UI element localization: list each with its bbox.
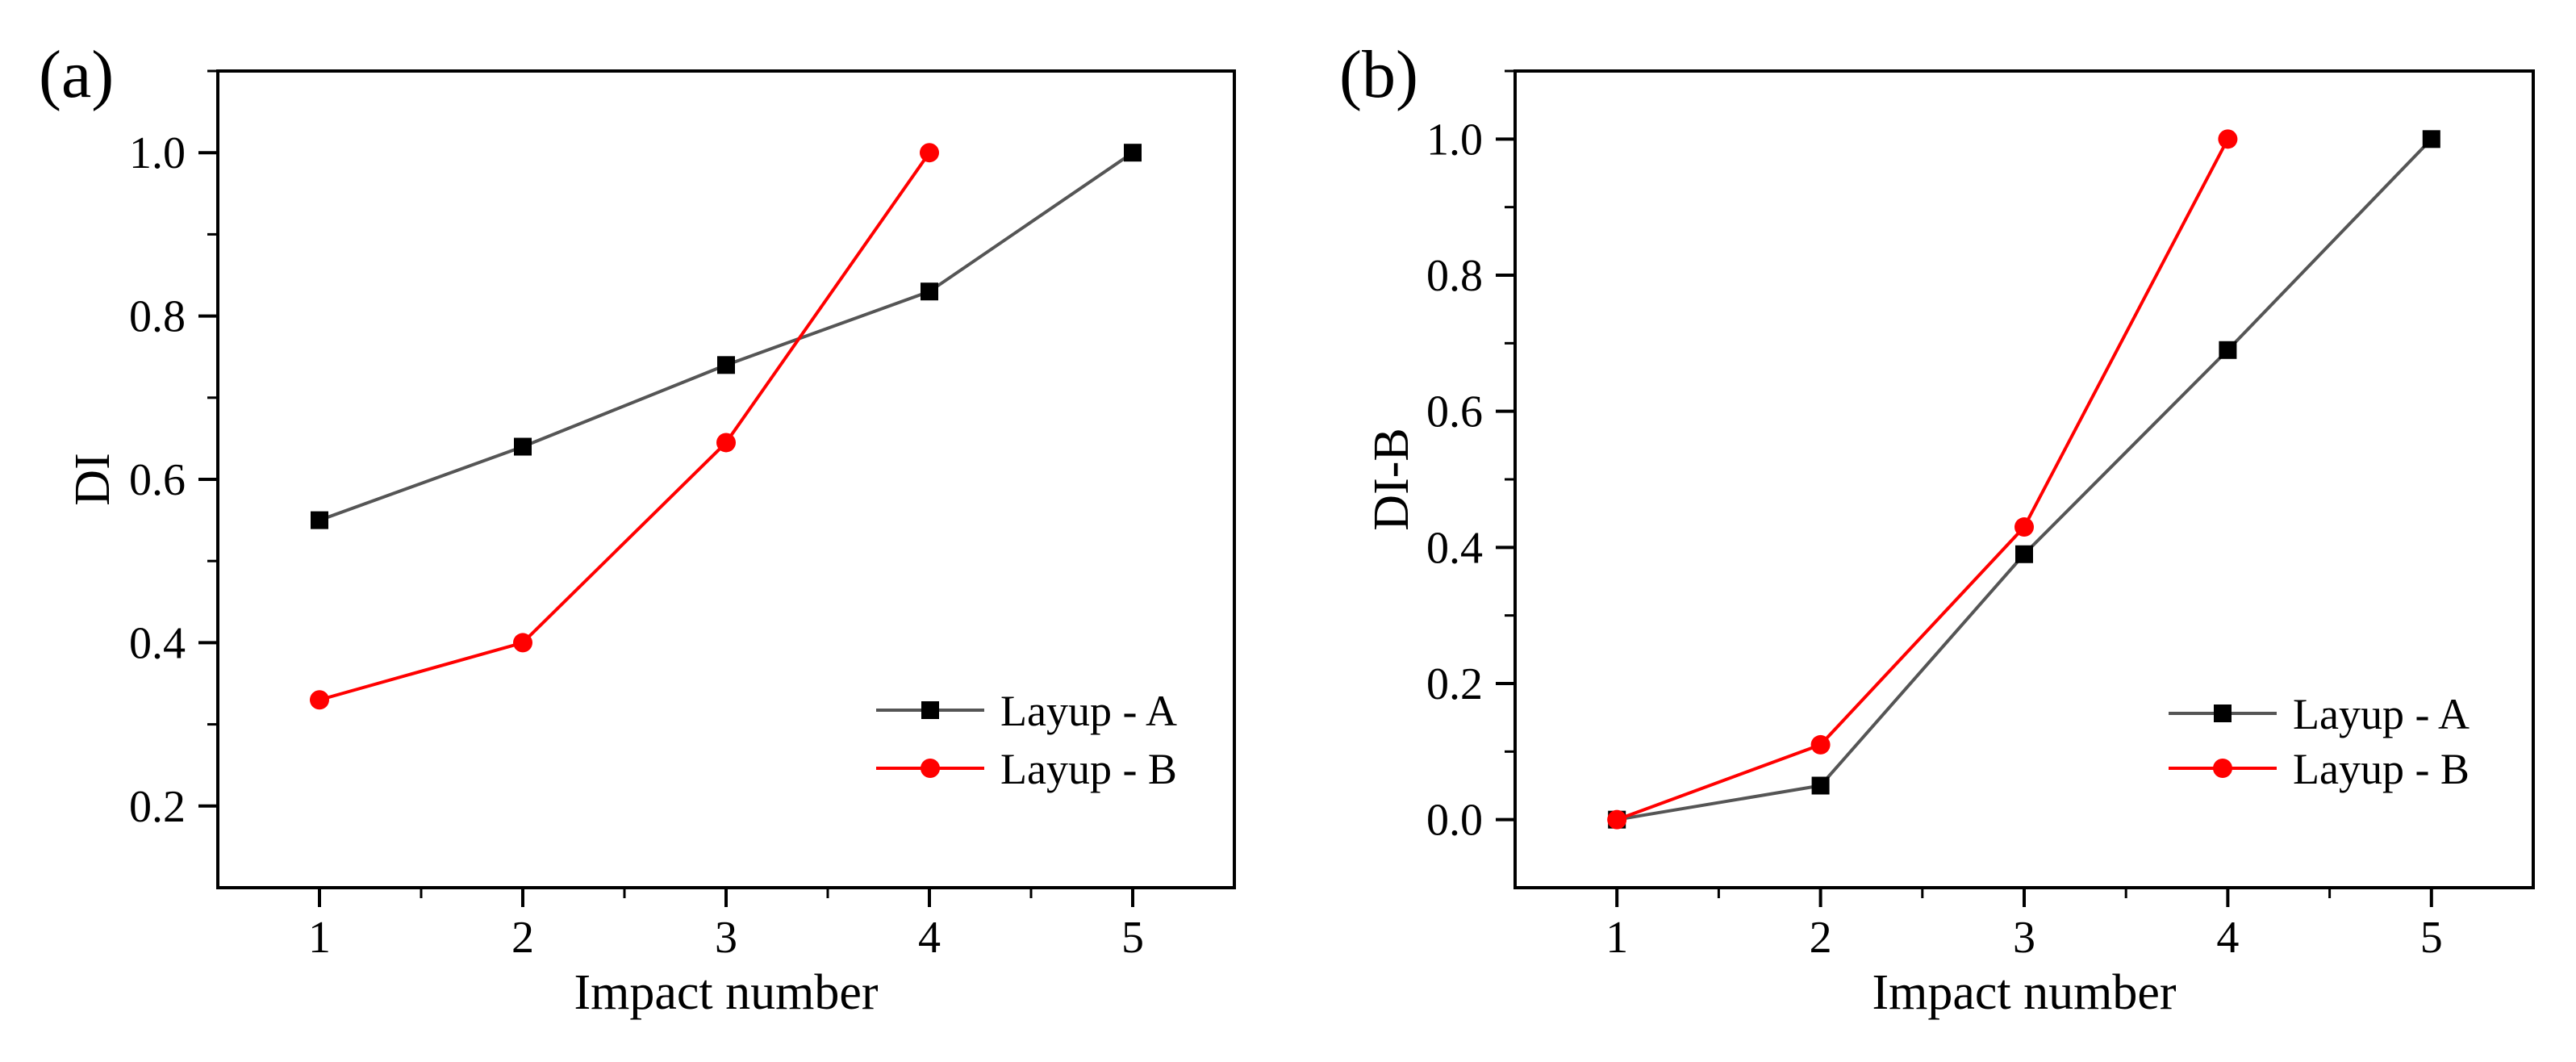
y-tick-label: 0.2 (1426, 659, 1483, 709)
data-point-layup-a (2015, 545, 2033, 563)
x-tick-label: 5 (1121, 913, 1144, 963)
data-point-layup-b (2014, 517, 2034, 537)
legend-label-layup-a: Layup - A (1000, 687, 1177, 735)
x-axis-label: Impact number (1872, 965, 2176, 1020)
series-line-layup-b (1616, 138, 2230, 822)
legend-marker-layup-a (2214, 705, 2232, 722)
legend-marker-layup-b (2213, 759, 2232, 778)
panel-b: (b) 1 2 3 4 5 0.0 0.2 0.4 0.6 0.8 1.0 Impact number D… (1339, 37, 2535, 1020)
x-tick-label: 2 (1810, 913, 1832, 963)
panel-label: (a) (39, 37, 114, 112)
y-tick-label: 0.8 (1426, 251, 1483, 301)
legend-label-layup-b: Layup - B (2293, 745, 2470, 793)
y-tick-label: 0.4 (1426, 523, 1483, 573)
y-tick-label: 0.4 (129, 618, 186, 668)
data-point-layup-a (921, 282, 938, 301)
data-point-layup-a (311, 511, 328, 529)
y-tick-label: 0.6 (129, 455, 186, 505)
y-axis-label: DI-B (1364, 428, 1419, 530)
x-axis-label: Impact number (574, 965, 878, 1020)
panel-a: (a) 1 2 3 4 5 0.2 0.4 0.6 0.8 1.0 Impact number DI La… (39, 37, 1236, 1020)
data-point-layup-b (1607, 809, 1627, 830)
data-point-layup-a (2219, 341, 2237, 359)
data-point-layup-a (514, 437, 532, 456)
x-tick-label: 1 (308, 913, 331, 963)
data-point-layup-b (513, 633, 532, 653)
y-axis-label: DI (65, 453, 120, 505)
x-tick-label: 4 (918, 913, 941, 963)
y-tick-label: 0.8 (129, 292, 186, 342)
y-tick-label: 0.2 (129, 782, 186, 832)
x-tick-label: 2 (511, 913, 534, 963)
x-tick-label: 1 (1605, 913, 1628, 963)
y-tick-label: 1.0 (1426, 115, 1483, 165)
x-tick-label: 5 (2420, 913, 2443, 963)
data-point-layup-a (717, 356, 735, 374)
y-tick-label: 1.0 (129, 128, 186, 178)
data-point-layup-b (920, 143, 939, 163)
data-point-layup-a (1811, 776, 1830, 795)
legend-marker-layup-a (921, 701, 939, 719)
x-tick-label: 4 (2216, 913, 2239, 963)
data-point-layup-b (2218, 129, 2238, 149)
y-tick-label: 0.0 (1426, 796, 1483, 846)
series-line-layup-b (319, 152, 931, 702)
x-tick-label: 3 (715, 913, 737, 963)
legend: Layup - A Layup - B (2169, 690, 2470, 793)
data-point-layup-b (310, 690, 329, 710)
data-point-layup-b (1810, 734, 1831, 755)
data-point-layup-b (716, 433, 736, 453)
data-point-layup-a (1124, 144, 1142, 162)
legend-label-layup-a: Layup - A (2293, 690, 2470, 738)
panel-label: (b) (1339, 37, 1418, 112)
legend: Layup - A Layup - B (876, 687, 1177, 793)
y-tick-label: 0.6 (1426, 387, 1483, 437)
legend-label-layup-b: Layup - B (1000, 745, 1177, 793)
legend-marker-layup-b (921, 759, 940, 778)
x-tick-label: 3 (2013, 913, 2035, 963)
data-point-layup-a (2422, 130, 2440, 148)
series-line-layup-a (319, 151, 1134, 522)
